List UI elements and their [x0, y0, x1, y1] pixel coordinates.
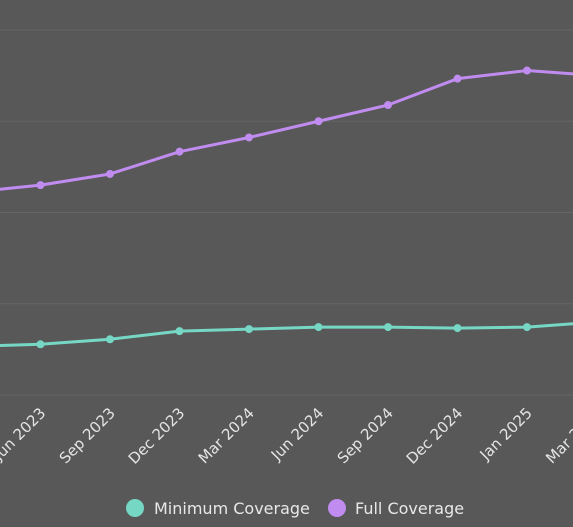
data-point-minimum-coverage[interactable] [453, 324, 462, 333]
legend-marker-full-coverage [328, 499, 346, 517]
data-point-minimum-coverage[interactable] [175, 327, 184, 336]
data-point-full-coverage[interactable] [314, 117, 323, 126]
data-point-full-coverage[interactable] [384, 101, 392, 110]
data-point-minimum-coverage[interactable] [36, 340, 45, 349]
series-line-minimum-coverage [0, 322, 573, 347]
data-point-minimum-coverage[interactable] [384, 323, 392, 332]
legend-marker-minimum-coverage [126, 499, 144, 517]
data-point-minimum-coverage[interactable] [314, 323, 323, 332]
legend-item-full-coverage[interactable]: Full Coverage [328, 499, 464, 518]
data-point-full-coverage[interactable] [36, 181, 45, 190]
legend-label-minimum-coverage: Minimum Coverage [154, 499, 310, 518]
legend-label-full-coverage: Full Coverage [355, 499, 464, 518]
legend: Minimum Coverage Full Coverage [126, 499, 464, 518]
data-point-minimum-coverage[interactable] [106, 335, 114, 344]
data-point-full-coverage[interactable] [523, 66, 531, 75]
data-point-full-coverage[interactable] [453, 74, 462, 83]
data-point-full-coverage[interactable] [175, 147, 184, 156]
legend-item-minimum-coverage[interactable]: Minimum Coverage [126, 499, 310, 518]
x-tick-label: Dec 2023 [125, 404, 189, 468]
x-tick-label: Mar 2025 [542, 404, 573, 467]
data-point-full-coverage[interactable] [245, 133, 253, 142]
data-point-full-coverage[interactable] [106, 169, 114, 178]
x-tick-label: Sep 2024 [334, 404, 397, 467]
data-point-minimum-coverage[interactable] [245, 325, 253, 334]
x-tick-label: Jun 2024 [267, 404, 327, 464]
x-tick-label: Dec 2024 [403, 404, 467, 468]
data-points [36, 66, 531, 349]
x-tick-label: Mar 2024 [195, 404, 258, 467]
gridlines [0, 29, 573, 396]
x-tick-label: Sep 2023 [56, 404, 119, 467]
series-line-full-coverage [0, 69, 573, 191]
data-point-minimum-coverage[interactable] [523, 323, 531, 332]
x-tick-label: Jun 2023 [0, 404, 49, 464]
series-lines [0, 69, 573, 347]
x-tick-label: Jan 2025 [476, 404, 536, 464]
